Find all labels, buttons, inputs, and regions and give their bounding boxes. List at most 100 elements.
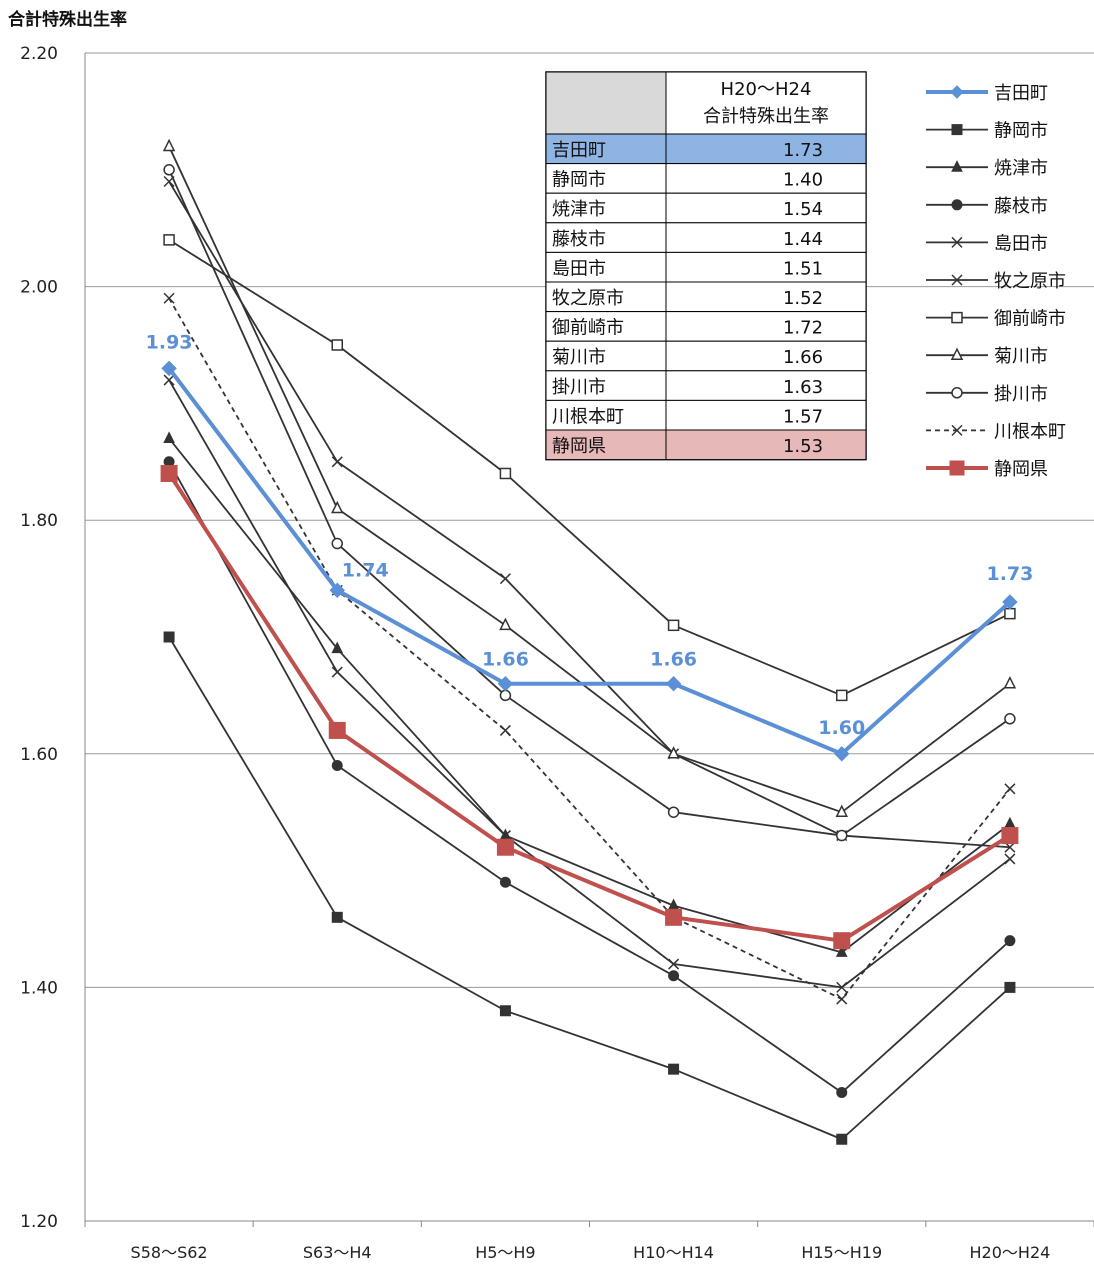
legend-label: 島田市 — [994, 233, 1048, 254]
table-row-name: 吉田町 — [552, 140, 606, 161]
table-header-blank — [545, 71, 667, 135]
legend-label: 掛川市 — [994, 384, 1048, 405]
chart-title: 合計特殊出生率 — [8, 9, 127, 30]
table-header-cell — [665, 71, 867, 135]
series-島田市 — [163, 374, 1016, 993]
table-row-name: 菊川市 — [552, 347, 606, 368]
y-tick-label: 1.40 — [20, 978, 58, 998]
series-line — [168, 181, 1010, 849]
data-label: 1.74 — [342, 559, 389, 581]
legend-item: 静岡県 — [926, 459, 1048, 480]
data-point — [496, 838, 514, 856]
data-point — [499, 573, 511, 585]
table-header-label: 合計特殊出生率 — [703, 106, 829, 127]
table-row-value: 1.63 — [783, 377, 823, 398]
data-point — [951, 124, 963, 136]
data-point — [331, 759, 343, 771]
series-line — [168, 297, 1011, 1000]
data-point — [833, 932, 851, 950]
series-line — [168, 379, 1011, 989]
series-静岡県 — [160, 464, 1019, 950]
data-point — [329, 582, 345, 598]
data-point — [499, 876, 511, 888]
x-tick-label: H20〜H24 — [970, 1243, 1051, 1262]
legend-label: 牧之原市 — [994, 271, 1066, 292]
x-tick-label: H5〜H9 — [475, 1243, 535, 1262]
data-point — [331, 339, 343, 351]
x-tick-label: S63〜H4 — [303, 1243, 372, 1262]
table-name-cell — [545, 429, 667, 461]
data-point — [331, 456, 343, 468]
table-row-value: 1.66 — [783, 347, 823, 368]
series-group — [160, 138, 1019, 1145]
legend-item: 吉田町 — [926, 83, 1048, 104]
data-point — [836, 1133, 848, 1145]
table-value-cell — [665, 429, 867, 461]
data-point — [328, 721, 346, 739]
data-labels: 1.93 1.74 1.66 1.66 1.60 1.73 — [146, 331, 1034, 738]
table-row-name: 藤枝市 — [552, 229, 606, 250]
legend-item: 牧之原市 — [926, 271, 1066, 292]
data-point — [950, 85, 964, 99]
table-row-value: 1.54 — [783, 199, 823, 220]
table-value-cell — [665, 251, 867, 283]
legend-item: 島田市 — [926, 233, 1048, 254]
data-point — [331, 500, 344, 514]
data-point — [331, 911, 343, 923]
data-point — [667, 619, 680, 632]
table-row-value: 1.51 — [783, 258, 823, 279]
x-axis: S58〜S62 S63〜H4 H5〜H9 H10〜H14 H15〜H19 H20〜H24 — [84, 1220, 1094, 1262]
legend-label: 藤枝市 — [994, 196, 1048, 217]
data-point — [1004, 853, 1016, 865]
data-point — [951, 387, 963, 399]
table-row-name: 静岡県 — [552, 436, 606, 457]
x-tick-label: H15〜H19 — [801, 1243, 882, 1262]
legend-item: 藤枝市 — [926, 196, 1048, 217]
data-point — [162, 138, 176, 152]
table-row-value: 1.53 — [783, 436, 823, 457]
series-line — [167, 472, 1011, 943]
table-row-name: 島田市 — [552, 258, 606, 279]
data-point — [331, 537, 343, 550]
data-point — [668, 1063, 680, 1075]
table-value-cell — [665, 311, 867, 342]
table-name-cell — [545, 222, 667, 253]
series-line — [168, 461, 1011, 1094]
data-point — [499, 724, 511, 736]
series-御前崎市 — [163, 234, 1016, 702]
series-line — [168, 169, 1011, 837]
data-point — [499, 689, 512, 702]
table-value-cell — [665, 163, 867, 194]
data-label: 1.66 — [482, 649, 529, 671]
y-tick-label: 1.80 — [20, 511, 58, 531]
data-point — [1004, 783, 1016, 795]
data-point — [665, 676, 682, 692]
legend-item: 御前崎市 — [926, 309, 1066, 330]
data-point — [834, 746, 850, 762]
data-point — [1004, 816, 1016, 829]
data-point — [497, 676, 514, 692]
table-value-cell — [665, 399, 867, 431]
y-tick-label: 1.60 — [20, 745, 58, 765]
data-point — [836, 829, 848, 842]
y-tick-label: 2.00 — [20, 278, 58, 298]
data-point — [1004, 713, 1016, 725]
table-row-name: 牧之原市 — [552, 288, 624, 309]
series-line — [168, 239, 1011, 697]
data-point — [951, 424, 963, 436]
y-tick-label: 1.20 — [20, 1212, 58, 1232]
data-point — [1002, 594, 1018, 610]
data-point — [1003, 676, 1017, 689]
legend-item: 菊川市 — [926, 346, 1048, 367]
data-point — [1004, 935, 1016, 947]
table-row-value: 1.40 — [783, 170, 823, 191]
grid — [85, 52, 1094, 988]
table-header-label: H20〜H24 — [721, 79, 812, 100]
legend-label: 菊川市 — [994, 346, 1048, 367]
table-row-name: 御前崎市 — [552, 318, 624, 339]
data-point — [499, 467, 512, 480]
data-point — [499, 1005, 511, 1017]
